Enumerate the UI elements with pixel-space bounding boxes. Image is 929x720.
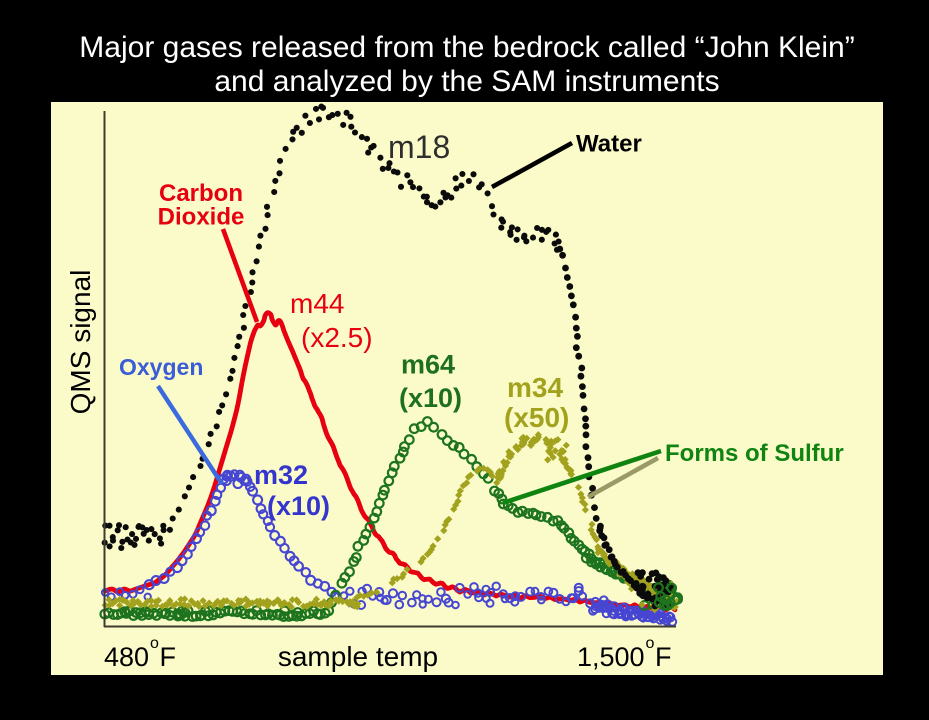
svg-text:(x10): (x10) <box>399 383 462 413</box>
svg-text:Water: Water <box>576 131 642 158</box>
svg-text:Oxygen: Oxygen <box>119 354 203 380</box>
svg-text:sample temp: sample temp <box>278 641 438 672</box>
svg-text:F: F <box>655 642 672 672</box>
svg-text:m18: m18 <box>388 129 450 165</box>
svg-text:(x10): (x10) <box>267 491 330 521</box>
svg-text:(x50): (x50) <box>504 402 569 433</box>
svg-text:m32: m32 <box>254 460 308 490</box>
svg-text:Dioxide: Dioxide <box>158 204 245 231</box>
svg-text:m64: m64 <box>401 350 455 380</box>
svg-text:m44: m44 <box>290 288 344 319</box>
svg-text:Carbon: Carbon <box>159 180 243 207</box>
svg-text:480: 480 <box>104 642 149 672</box>
svg-text:QMS signal: QMS signal <box>65 270 96 415</box>
svg-text:F: F <box>160 642 177 672</box>
svg-text:and analyzed by the SAM instru: and analyzed by the SAM instruments <box>214 65 719 98</box>
svg-text:Major gases released from the: Major gases released from the bedrock ca… <box>79 31 854 64</box>
svg-text:o: o <box>150 635 159 652</box>
svg-text:Forms of Sulfur: Forms of Sulfur <box>665 440 844 467</box>
svg-text:o: o <box>646 635 655 652</box>
svg-text:1,500: 1,500 <box>577 642 645 672</box>
svg-text:(x2.5): (x2.5) <box>301 322 373 353</box>
svg-text:m34: m34 <box>507 372 563 403</box>
